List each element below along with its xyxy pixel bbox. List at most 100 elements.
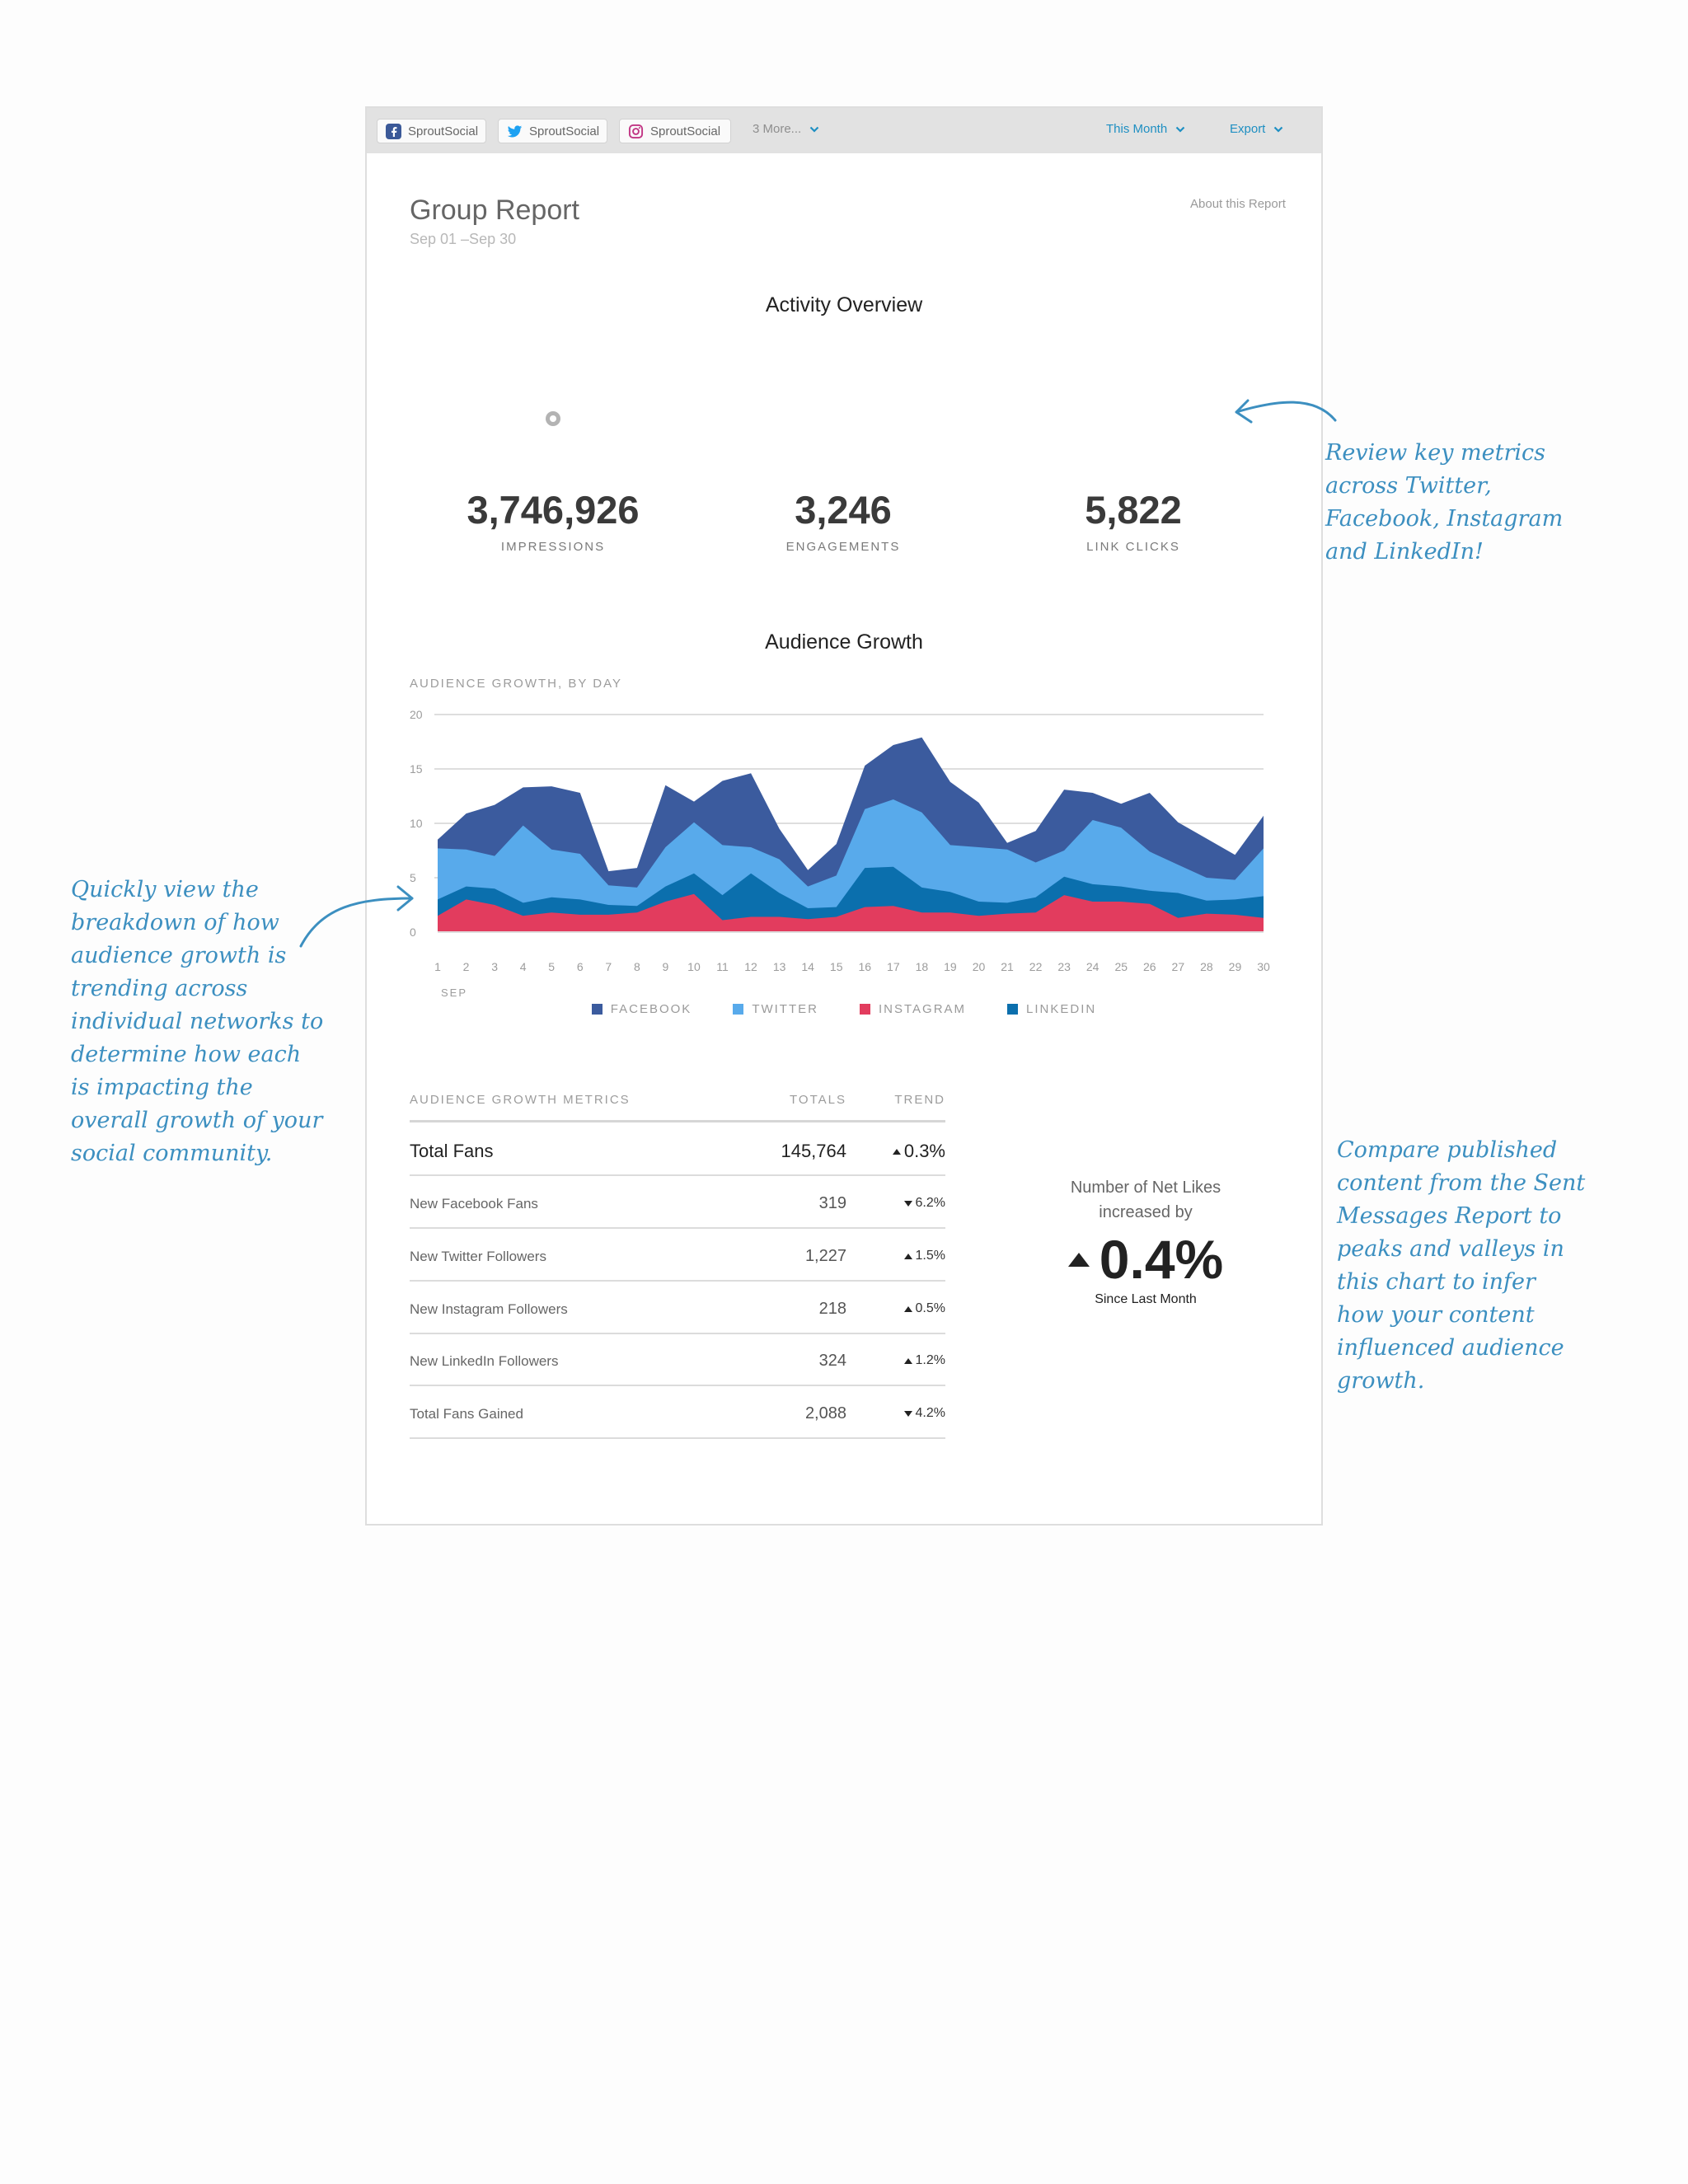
x-tick-label: 16 bbox=[858, 960, 871, 973]
report-card: SproutSocial SproutSocial SproutSocial 3… bbox=[365, 106, 1323, 1526]
x-tick-label: 12 bbox=[744, 960, 757, 973]
date-range-dropdown[interactable]: This Month bbox=[1106, 122, 1185, 136]
trend-value: 1.5% bbox=[915, 1249, 945, 1263]
x-tick-label: 21 bbox=[1001, 960, 1014, 973]
export-dropdown[interactable]: Export bbox=[1230, 122, 1283, 136]
eye-icon bbox=[532, 405, 574, 432]
x-axis-month-label: SEP bbox=[441, 987, 468, 999]
trend-down-icon bbox=[903, 1200, 912, 1207]
x-tick-label: 27 bbox=[1172, 960, 1185, 973]
x-tick-label: 28 bbox=[1200, 960, 1213, 973]
row-trend: 6.2% bbox=[903, 1196, 945, 1211]
trend-up-icon bbox=[903, 1305, 912, 1312]
x-tick-label: 29 bbox=[1229, 960, 1242, 973]
y-tick-label: 0 bbox=[410, 926, 416, 939]
row-name: New LinkedIn Followers bbox=[410, 1353, 559, 1369]
profile-chip-instagram[interactable]: SproutSocial bbox=[619, 119, 731, 143]
trend-up-icon bbox=[903, 1357, 912, 1364]
x-tick-label: 13 bbox=[773, 960, 786, 973]
row-trend: 4.2% bbox=[903, 1406, 945, 1421]
row-name: New Twitter Followers bbox=[410, 1249, 546, 1264]
audience-growth-heading: Audience Growth bbox=[765, 630, 923, 654]
engagements-value: 3,246 bbox=[795, 488, 892, 532]
chevron-down-icon bbox=[809, 126, 819, 133]
x-tick-label: 5 bbox=[548, 960, 555, 973]
table-row: New Twitter Followers 1,227 1.5% bbox=[410, 1229, 945, 1282]
trend-value: 0.3% bbox=[903, 1141, 945, 1161]
profile-chip-label: SproutSocial bbox=[529, 124, 600, 138]
row-name: New Facebook Fans bbox=[410, 1196, 538, 1212]
table-row: Total Fans Gained 2,088 4.2% bbox=[410, 1386, 945, 1439]
annotation-audience-growth: Quickly view the breakdown of how audien… bbox=[71, 877, 324, 1166]
row-name: Total Fans bbox=[410, 1141, 494, 1161]
about-report-link[interactable]: About this Report bbox=[1190, 197, 1286, 211]
legend-item-twitter: TWITTER bbox=[733, 1002, 818, 1016]
trend-up-icon bbox=[1067, 1252, 1090, 1267]
activity-overview-heading: Activity Overview bbox=[765, 293, 923, 316]
report-date-range: Sep 01 –Sep 30 bbox=[410, 231, 517, 247]
net-likes-label: Number of Net Likes increased by bbox=[1070, 1179, 1221, 1221]
toolbar: SproutSocial SproutSocial SproutSocial 3… bbox=[367, 108, 1321, 153]
x-tick-label: 1 bbox=[434, 960, 441, 973]
legend-swatch bbox=[1007, 1004, 1019, 1015]
x-tick-label: 26 bbox=[1143, 960, 1156, 973]
page-title: Group Report bbox=[410, 194, 579, 226]
x-tick-label: 19 bbox=[944, 960, 957, 973]
profile-chip-label: SproutSocial bbox=[408, 124, 479, 138]
row-total: 2,088 bbox=[804, 1404, 846, 1422]
table-row-total-fans: Total Fans 145,764 0.3% bbox=[410, 1122, 945, 1176]
legend-swatch bbox=[733, 1004, 744, 1015]
profile-chip-facebook[interactable]: SproutSocial bbox=[377, 119, 486, 143]
net-likes-since: Since Last Month bbox=[1095, 1292, 1197, 1306]
legend-swatch bbox=[591, 1004, 603, 1015]
x-tick-label: 30 bbox=[1257, 960, 1270, 973]
legend-label: LINKEDIN bbox=[1026, 1002, 1097, 1016]
export-label: Export bbox=[1230, 122, 1266, 136]
area-series-instagram bbox=[438, 893, 1264, 932]
y-tick-label: 20 bbox=[410, 708, 423, 721]
net-likes-value-row: 0.4% bbox=[1034, 1228, 1257, 1291]
legend-item-facebook: FACEBOOK bbox=[591, 1002, 692, 1016]
x-tick-label: 3 bbox=[491, 960, 498, 973]
column-header-trend: TREND bbox=[894, 1093, 945, 1107]
trend-up-icon bbox=[892, 1148, 901, 1155]
table-row: New Instagram Followers 218 0.5% bbox=[410, 1282, 945, 1334]
x-tick-label: 6 bbox=[577, 960, 584, 973]
row-trend: 0.3% bbox=[892, 1141, 945, 1162]
row-total: 324 bbox=[818, 1352, 846, 1370]
x-tick-label: 24 bbox=[1086, 960, 1100, 973]
instagram-icon bbox=[628, 124, 644, 139]
x-tick-label: 15 bbox=[830, 960, 843, 973]
x-tick-label: 4 bbox=[520, 960, 527, 973]
row-name: Total Fans Gained bbox=[410, 1406, 523, 1422]
x-tick-label: 22 bbox=[1029, 960, 1043, 973]
link-clicks-value: 5,822 bbox=[1085, 488, 1182, 532]
x-tick-label: 23 bbox=[1057, 960, 1071, 973]
more-profiles-label: 3 More... bbox=[753, 122, 802, 136]
legend-item-linkedin: LINKEDIN bbox=[1007, 1002, 1096, 1016]
x-tick-label: 7 bbox=[605, 960, 612, 973]
annotation-sent-messages: Compare published content from the Sent … bbox=[1337, 1137, 1586, 1394]
trend-down-icon bbox=[903, 1410, 912, 1417]
row-trend: 1.2% bbox=[903, 1353, 945, 1368]
chart-legend: FACEBOOK TWITTER INSTAGRAM LINKEDIN bbox=[367, 1002, 1321, 1016]
legend-swatch bbox=[859, 1004, 870, 1015]
chat-bubbles-icon bbox=[824, 401, 862, 435]
link-clicks-label: LINK CLICKS bbox=[1086, 540, 1180, 554]
y-tick-label: 15 bbox=[410, 762, 423, 776]
legend-label: INSTAGRAM bbox=[878, 1002, 967, 1016]
trend-value: 4.2% bbox=[915, 1406, 945, 1420]
chevron-down-icon bbox=[1175, 126, 1185, 133]
row-total: 145,764 bbox=[781, 1141, 846, 1161]
x-tick-label: 10 bbox=[687, 960, 701, 973]
profile-chip-twitter[interactable]: SproutSocial bbox=[498, 119, 607, 143]
column-header-metrics: AUDIENCE GROWTH METRICS bbox=[410, 1093, 631, 1107]
legend-label: TWITTER bbox=[752, 1002, 818, 1016]
x-tick-label: 17 bbox=[887, 960, 900, 973]
x-tick-label: 9 bbox=[663, 960, 669, 973]
impressions-label: IMPRESSIONS bbox=[500, 540, 606, 554]
cursor-icon bbox=[1123, 402, 1146, 434]
y-tick-label: 10 bbox=[410, 817, 423, 830]
more-profiles-dropdown[interactable]: 3 More... bbox=[753, 122, 819, 136]
